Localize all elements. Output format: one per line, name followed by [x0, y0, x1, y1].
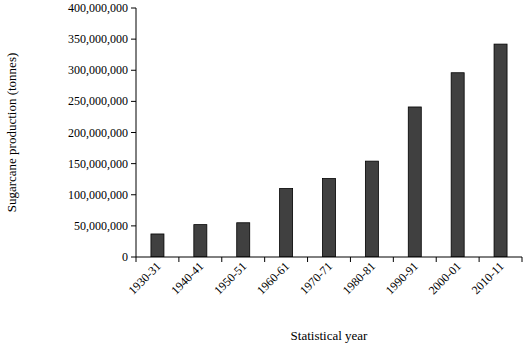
y-tick-label: 300,000,000: [68, 63, 128, 77]
y-tick-label: 400,000,000: [68, 1, 128, 15]
bar: [237, 223, 250, 257]
bar: [365, 161, 378, 257]
x-tick: [393, 257, 394, 262]
bar: [280, 189, 293, 257]
y-tick: [131, 70, 136, 71]
x-tick-label: 1930-31: [125, 259, 163, 297]
bar: [494, 44, 507, 257]
y-tick-label: 350,000,000: [68, 32, 128, 46]
bar: [451, 73, 464, 257]
x-tick: [178, 257, 179, 262]
x-tick-label: 1990-91: [383, 259, 421, 297]
y-tick-label: 150,000,000: [68, 157, 128, 171]
bar: [194, 225, 207, 257]
x-tick: [522, 257, 523, 262]
x-tick: [221, 257, 222, 262]
bars: [151, 44, 507, 257]
x-tick-label: 2000-01: [426, 259, 464, 297]
x-tick: [264, 257, 265, 262]
bar: [323, 179, 336, 257]
y-tick-label: 100,000,000: [68, 188, 128, 202]
y-tick: [131, 39, 136, 40]
x-tick: [350, 257, 351, 262]
y-tick: [131, 194, 136, 195]
x-axis-label: Statistical year: [291, 328, 369, 343]
x-tick-label: 1940-41: [168, 259, 206, 297]
x-tick: [479, 257, 480, 262]
y-axis: [136, 8, 137, 257]
bar: [408, 107, 421, 257]
bar: [151, 234, 164, 257]
x-tick-label: 1970-71: [297, 259, 335, 297]
y-tick: [131, 225, 136, 226]
y-tick-label: 250,000,000: [68, 94, 128, 108]
y-tick: [131, 163, 136, 164]
x-tick: [307, 257, 308, 262]
y-tick: [131, 8, 136, 9]
y-tick: [131, 257, 136, 258]
x-tick-label: 2010-11: [469, 259, 507, 297]
x-tick-label: 1950-51: [211, 259, 249, 297]
x-tick: [436, 257, 437, 262]
y-tick: [131, 132, 136, 133]
y-tick: [131, 101, 136, 102]
y-tick-label: 0: [122, 250, 128, 264]
y-tick-label: 200,000,000: [68, 126, 128, 140]
y-axis-label: Sugarcane production (tonnes): [4, 53, 19, 213]
x-tick: [136, 257, 137, 262]
chart: 0 50,000,000 100,000,000 150,000,000 200,000…: [0, 0, 529, 347]
x-tick-label: 1960-61: [254, 259, 292, 297]
x-tick-label: 1980-81: [340, 259, 378, 297]
x-axis: [136, 257, 522, 258]
y-tick-label: 50,000,000: [74, 219, 128, 233]
